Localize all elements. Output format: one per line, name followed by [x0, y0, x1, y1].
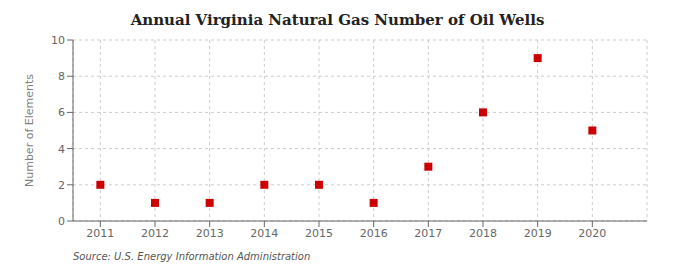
svg-text:0: 0	[58, 215, 65, 228]
svg-text:2019: 2019	[524, 227, 552, 240]
svg-text:2013: 2013	[196, 227, 224, 240]
svg-text:4: 4	[58, 143, 65, 156]
svg-text:8: 8	[58, 70, 65, 83]
svg-text:2016: 2016	[360, 227, 388, 240]
svg-text:6: 6	[58, 106, 65, 119]
svg-text:2014: 2014	[250, 227, 278, 240]
svg-text:2018: 2018	[469, 227, 497, 240]
svg-text:2015: 2015	[305, 227, 333, 240]
svg-text:2020: 2020	[578, 227, 606, 240]
svg-text:2017: 2017	[414, 227, 442, 240]
svg-text:Number of Elements: Number of Elements	[23, 74, 36, 187]
html-text:Source: U.S. Energy Informatio: Source: U.S. Energy Information Administ…	[73, 251, 311, 262]
svg-text:2: 2	[58, 179, 65, 192]
svg-text:2011: 2011	[86, 227, 114, 240]
html-text:Annual Virginia Natural Gas Nu: Annual Virginia Natural Gas Number of Oi…	[130, 11, 545, 29]
svg-text:10: 10	[51, 34, 65, 47]
svg-text:2012: 2012	[141, 227, 169, 240]
